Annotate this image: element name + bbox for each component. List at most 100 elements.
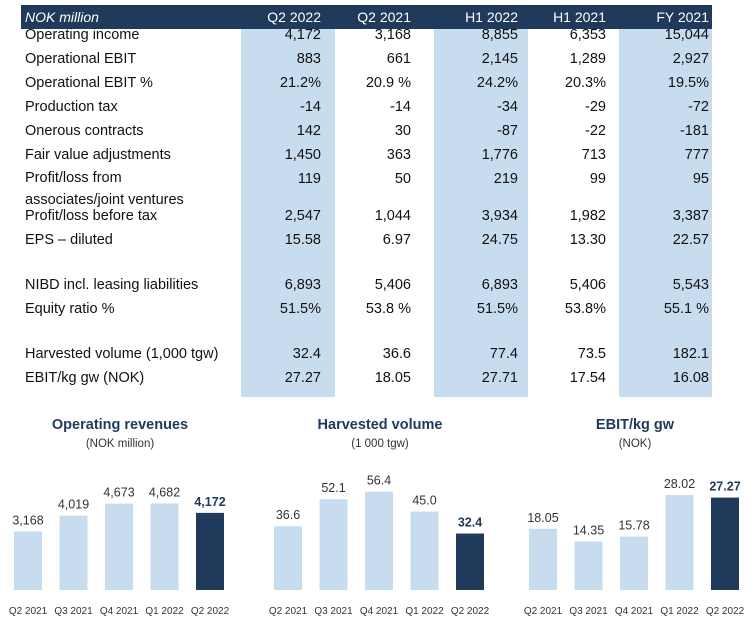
- x-tick-label: Q1 2022: [660, 606, 699, 617]
- table-cell: 777: [684, 147, 709, 163]
- table-cell: -87: [497, 123, 518, 139]
- x-tick-label: Q3 2021: [569, 606, 608, 617]
- x-tick-label: Q2 2022: [191, 606, 230, 617]
- data-label: 27.27: [709, 480, 740, 494]
- table-cell: -72: [688, 99, 709, 115]
- chart-subtitle: (1 000 tgw): [351, 438, 409, 450]
- table-cell: -14: [390, 99, 411, 115]
- chart-title: Operating revenues: [51, 417, 189, 433]
- col-header: Q2 2021: [357, 9, 411, 25]
- table-cell: 713: [581, 147, 606, 163]
- table-cell: 51.5%: [279, 301, 321, 317]
- table-cell: 3,387: [672, 208, 709, 224]
- table-cell: 5,406: [374, 277, 411, 293]
- bar: [574, 541, 603, 590]
- x-tick-label: Q2 2021: [9, 606, 48, 617]
- table-cell: 19.5%: [667, 75, 709, 91]
- data-label: 32.4: [458, 516, 482, 530]
- table-cell: 1,450: [284, 147, 321, 163]
- row-label: Production tax: [25, 99, 118, 115]
- table-cell: 15.58: [284, 232, 321, 248]
- operating-revenues-chart: Operating revenues (NOK million) 3,168 Q2…: [0, 412, 240, 620]
- row-label: Operational EBIT %: [25, 75, 153, 91]
- bar: [319, 499, 348, 590]
- table-cell: 27.27: [284, 370, 321, 386]
- highlight-col-h1-2022: [434, 29, 528, 397]
- row-label: Operational EBIT: [25, 51, 137, 67]
- col-header: H1 2022: [465, 9, 518, 25]
- col-header: Q2 2022: [267, 9, 321, 25]
- x-tick-label: Q4 2021: [360, 606, 399, 617]
- harvested-volume-chart: Harvested volume (1 000 tgw) 36.6 Q2 2021…: [260, 412, 500, 620]
- data-label: 14.35: [573, 523, 604, 537]
- table-cell: 20.9 %: [365, 75, 411, 91]
- table-cell: 119: [297, 171, 321, 187]
- bar: [365, 491, 393, 590]
- bar: [14, 531, 42, 590]
- row-label: Equity ratio %: [25, 301, 115, 317]
- table-cell: 2,927: [672, 51, 709, 67]
- row-label: Profit/loss before tax: [25, 208, 158, 224]
- table-cell: 6,893: [284, 277, 321, 293]
- table-cell: 24.75: [481, 232, 518, 248]
- table-cell: 99: [589, 171, 606, 187]
- table-cell: 1,289: [569, 51, 606, 67]
- chart-title: EBIT/kg gw: [595, 417, 675, 433]
- x-tick-label: Q2 2022: [451, 606, 490, 617]
- table-cell: 2,145: [481, 51, 518, 67]
- table-cell: 17.54: [569, 370, 606, 386]
- data-label: 3,168: [12, 513, 43, 527]
- row-label: NIBD incl. leasing liabilities: [25, 277, 199, 293]
- table-cell: 22.57: [672, 232, 709, 248]
- bar: [59, 515, 88, 590]
- x-tick-label: Q4 2021: [615, 606, 654, 617]
- x-tick-label: Q3 2021: [54, 606, 93, 617]
- table-cell: 2,547: [284, 208, 321, 224]
- data-label: 15.78: [618, 519, 649, 533]
- table-cell: 24.2%: [476, 75, 518, 91]
- chart-subtitle: (NOK million): [85, 438, 155, 450]
- row-label: Harvested volume (1,000 tgw): [25, 346, 219, 362]
- row-label: EPS – diluted: [25, 232, 113, 248]
- chart-plot: 3,168 Q2 2021 4,019 Q3 2021 4,673 Q4 2021 4,68…: [9, 485, 230, 617]
- table-cell: 4,172: [284, 27, 321, 43]
- x-tick-label: Q2 2021: [269, 606, 308, 617]
- data-label: 28.02: [664, 477, 695, 491]
- chart-plot: 18.05 Q2 2021 14.35 Q3 2021 15.78 Q4 2021 28.0…: [524, 477, 745, 617]
- table-cell: 8,855: [481, 27, 518, 43]
- table-cell: 6,893: [481, 277, 518, 293]
- data-label: 45.0: [412, 494, 436, 508]
- table-cell: 6,353: [569, 27, 606, 43]
- table-cell: 13.30: [569, 232, 606, 248]
- table-cell: 142: [296, 123, 321, 139]
- ebit-per-kg-chart: EBIT/kg gw (NOK) 18.05 Q2 2021 14.35 Q3 202…: [515, 412, 755, 620]
- data-label: 4,172: [194, 495, 225, 509]
- table-cell: 15,044: [664, 27, 709, 43]
- table-cell: 55.1 %: [663, 301, 709, 317]
- table-cell: 20.3%: [564, 75, 606, 91]
- table-cell: 53.8%: [564, 301, 606, 317]
- x-tick-label: Q1 2022: [405, 606, 444, 617]
- table-cell: 77.4: [489, 346, 518, 362]
- table-cell: 73.5: [577, 346, 606, 362]
- table-cell: 18.05: [374, 370, 411, 386]
- data-label: 4,019: [58, 498, 89, 512]
- x-tick-label: Q4 2021: [100, 606, 139, 617]
- col-header: FY 2021: [656, 9, 709, 25]
- x-tick-label: Q2 2021: [524, 606, 563, 617]
- x-tick-label: Q2 2022: [706, 606, 745, 617]
- table-cell: 1,044: [374, 208, 411, 224]
- data-label: 56.4: [367, 474, 391, 488]
- data-label: 18.05: [527, 511, 558, 525]
- table-cell: 27.71: [481, 370, 518, 386]
- bar: [150, 503, 179, 590]
- row-label: Onerous contracts: [25, 123, 144, 139]
- table-cell: -181: [679, 123, 709, 139]
- table-cell: 5,406: [569, 277, 606, 293]
- table-cell: 5,543: [672, 277, 709, 293]
- table-cell: 1,776: [481, 147, 518, 163]
- data-label: 52.1: [321, 481, 345, 495]
- chart-plot: 36.6 Q2 2021 52.1 Q3 2021 56.4 Q4 2021 45.0 Q1 …: [269, 474, 490, 617]
- table-cell: 30: [394, 123, 411, 139]
- table-cell: -29: [585, 99, 606, 115]
